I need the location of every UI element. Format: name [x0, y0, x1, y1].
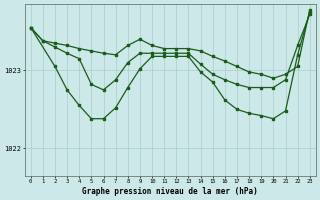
X-axis label: Graphe pression niveau de la mer (hPa): Graphe pression niveau de la mer (hPa) [82, 187, 258, 196]
